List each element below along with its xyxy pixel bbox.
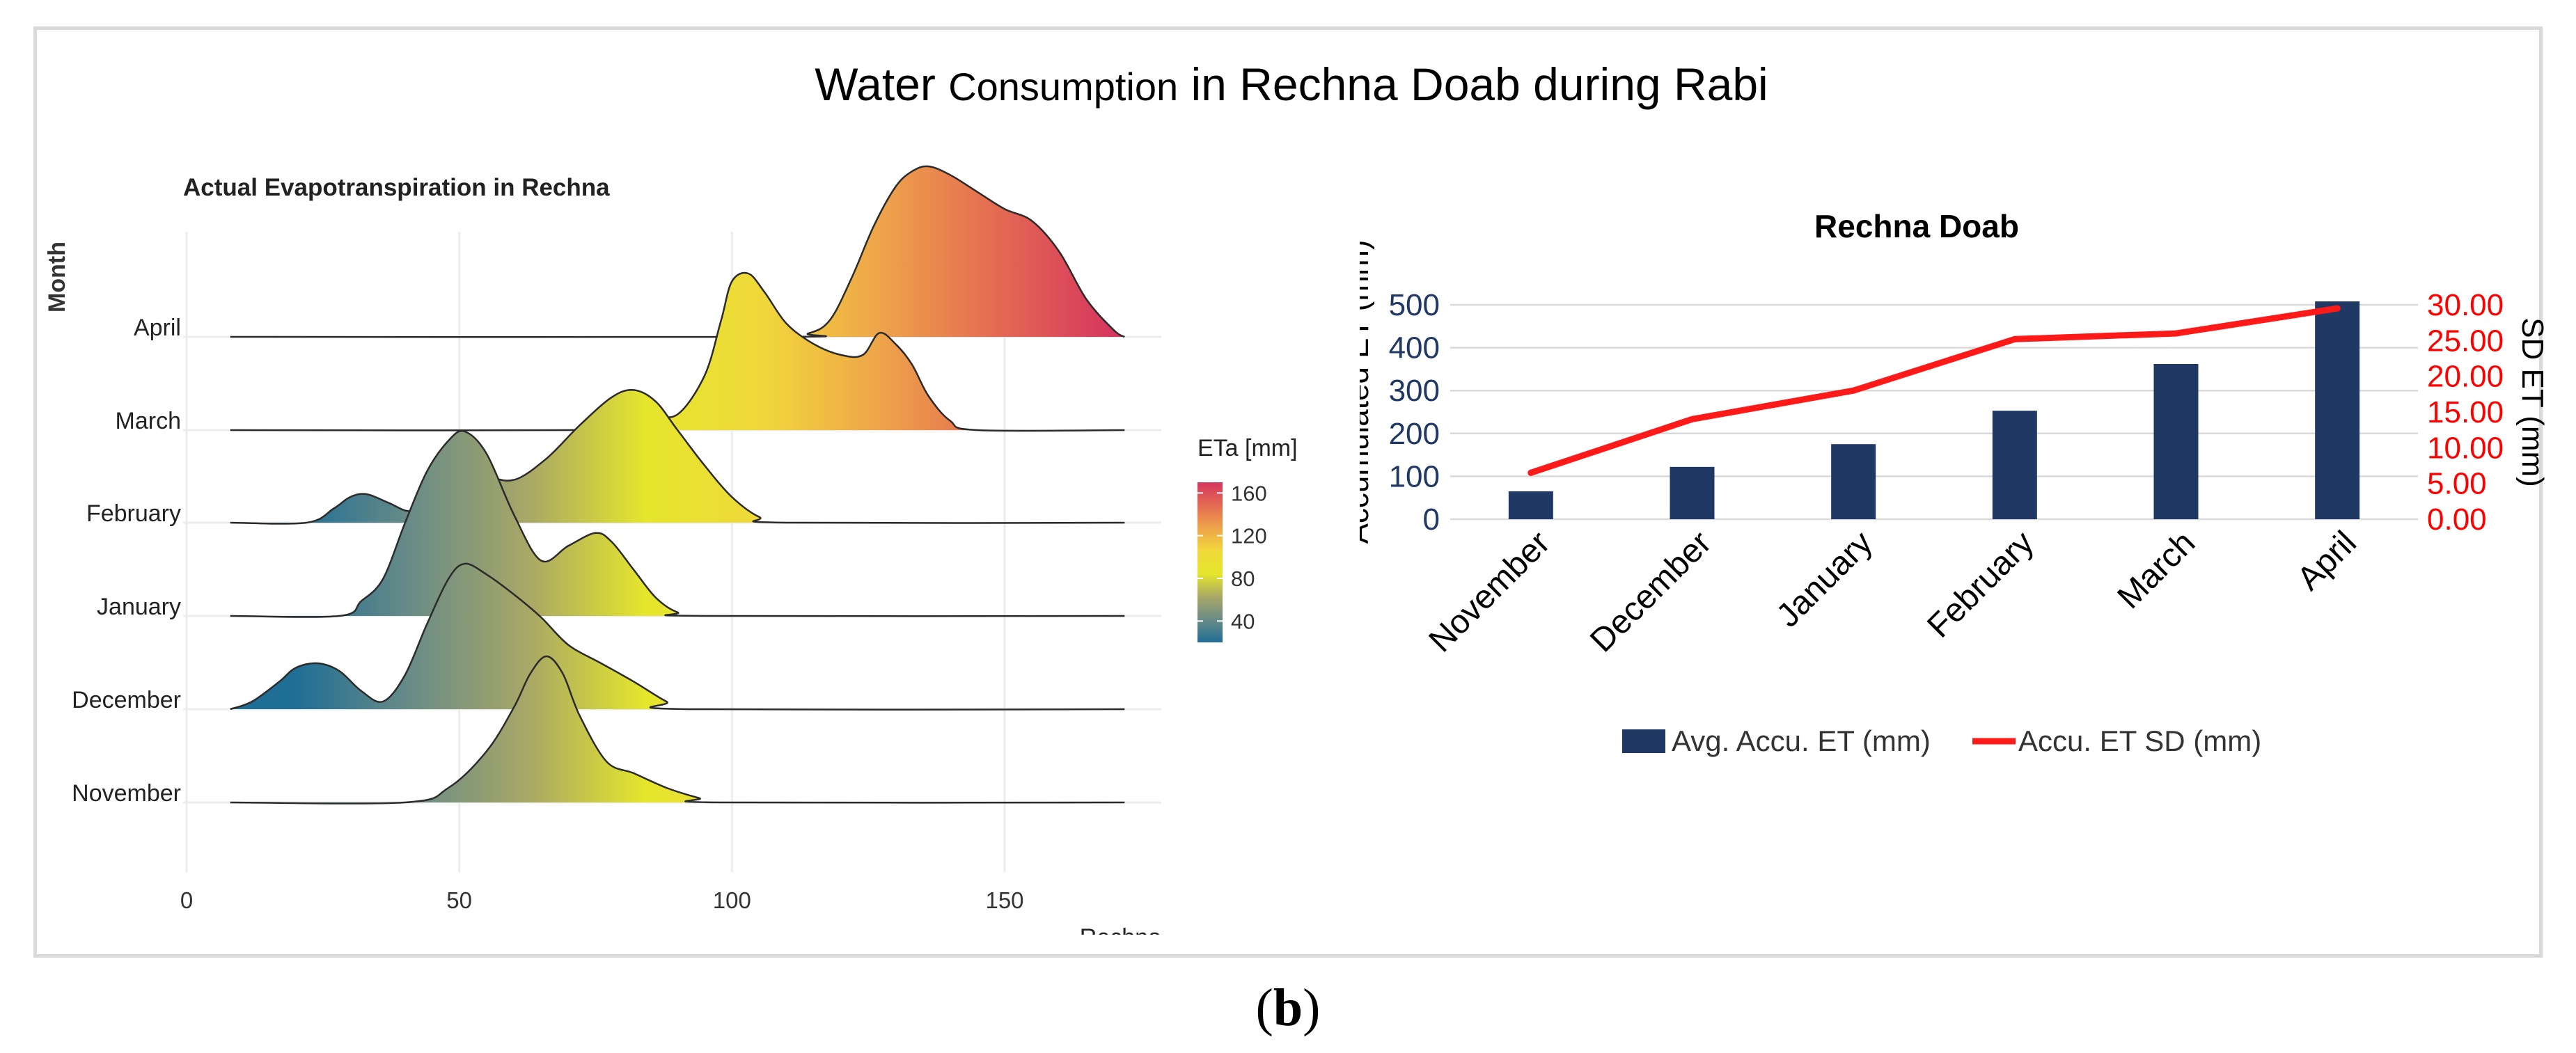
ridge-xtick-label: 0 bbox=[180, 887, 193, 913]
ridge-month-label-january: January bbox=[97, 594, 181, 620]
bar-march bbox=[2153, 364, 2199, 519]
bar-ylabel: Accumulated ET (mm) bbox=[1360, 240, 1375, 544]
ridge-month-label-february: February bbox=[86, 500, 181, 527]
sd-point-march bbox=[2173, 330, 2179, 337]
figure-caption: (b) bbox=[0, 978, 2576, 1038]
legend-label-line: Accu. ET SD (mm) bbox=[2018, 725, 2261, 757]
bar-november bbox=[1508, 491, 1553, 519]
main-title-part1: Water bbox=[815, 58, 936, 110]
bar-ytick-label: 500 bbox=[1389, 288, 1440, 322]
ridge-outline-december bbox=[230, 562, 1125, 711]
bar-y2tick-label: 25.00 bbox=[2427, 324, 2504, 358]
legend-colorbar bbox=[1197, 482, 1223, 642]
legend-tick-label: 120 bbox=[1231, 524, 1267, 548]
bar-y2tick-label: 10.00 bbox=[2427, 431, 2504, 465]
sd-point-january bbox=[1850, 387, 1857, 394]
bar-title: Rechna Doab bbox=[1814, 208, 2019, 244]
bar-y2tick-label: 15.00 bbox=[2427, 395, 2504, 429]
ridge-month-label-december: December bbox=[72, 687, 181, 713]
bar-ytick-label: 400 bbox=[1389, 331, 1440, 365]
ridge-outline-february bbox=[230, 388, 1125, 525]
figure-frame: Water Consumption in Rechna Doab during … bbox=[33, 26, 2546, 958]
legend-tick-label: 80 bbox=[1231, 567, 1255, 591]
bar-xtick-label-january: January bbox=[1770, 524, 1880, 634]
bar-line-chart: Rechna Doab 0 100 200 300 400 500 0.005.0010.… bbox=[1360, 208, 2546, 757]
main-title-part2: Consumption bbox=[948, 65, 1179, 109]
bar-y2tick-label: 0.00 bbox=[2427, 502, 2487, 537]
ridge-ylabel: Month bbox=[44, 242, 70, 312]
ridge-outline-january bbox=[230, 430, 1125, 618]
bar-february bbox=[1992, 411, 2037, 519]
legend-swatch-bars bbox=[1622, 729, 1665, 753]
main-title-part3: in Rechna Doab during Rabi bbox=[1191, 58, 1768, 110]
eta-legend: ETa [mm] 160 120 80 40 bbox=[1197, 435, 1298, 642]
ridge-density-february bbox=[230, 390, 1125, 524]
sd-point-april bbox=[2334, 305, 2341, 312]
ridge-month-label-march: March bbox=[116, 408, 181, 434]
bar-ytick-label: 300 bbox=[1389, 374, 1440, 408]
ridge-outline-november bbox=[230, 655, 1125, 805]
bar-december bbox=[1670, 466, 1715, 519]
legend-label-bars: Avg. Accu. ET (mm) bbox=[1672, 725, 1931, 757]
sd-point-december bbox=[1689, 415, 1695, 422]
ridge-title: Actual Evapotranspiration in Rechna bbox=[183, 174, 610, 201]
ridge-density-april bbox=[230, 166, 1125, 338]
caption-open: ( bbox=[1255, 979, 1273, 1037]
legend-tick-label: 160 bbox=[1231, 481, 1267, 505]
ridge-xtick-label: 150 bbox=[985, 887, 1023, 913]
caption-letter: b bbox=[1273, 979, 1303, 1037]
legend-tick-label: 40 bbox=[1231, 609, 1255, 633]
bar-april bbox=[2315, 301, 2360, 519]
bar-y2label: SD ET (mm) bbox=[2515, 317, 2546, 487]
ridge-xlabel: Rechna bbox=[1080, 924, 1161, 935]
ridge-density-december bbox=[230, 563, 1125, 710]
bar-ytick-label: 200 bbox=[1389, 417, 1440, 451]
bar-xtick-label-december: December bbox=[1583, 524, 1718, 659]
legend-title: ETa [mm] bbox=[1197, 435, 1298, 461]
ridge-density-november bbox=[230, 656, 1125, 804]
ridgeline-chart: November December January February March Apri… bbox=[44, 165, 1298, 935]
sd-point-february bbox=[2011, 335, 2018, 342]
bar-y2tick-label: 20.00 bbox=[2427, 360, 2504, 394]
main-title: Water Consumption in Rechna Doab during … bbox=[37, 58, 2546, 111]
sd-line bbox=[1527, 305, 2341, 476]
bar-xtick-label-april: April bbox=[2291, 524, 2364, 597]
bar-xtick-label-november: November bbox=[1422, 524, 1557, 659]
bar-ytick-label: 100 bbox=[1389, 459, 1440, 493]
bar-january bbox=[1831, 444, 1876, 519]
bar-chart-legend: Avg. Accu. ET (mm) Accu. ET SD (mm) bbox=[1622, 725, 2261, 757]
bar-y2tick-label: 5.00 bbox=[2427, 467, 2487, 501]
ridge-density-march bbox=[230, 273, 1125, 432]
ridge-month-label-april: April bbox=[134, 315, 181, 341]
bar-ytick-label: 0 bbox=[1423, 502, 1440, 537]
sd-point-november bbox=[1527, 469, 1534, 476]
ridge-xtick-label: 50 bbox=[446, 887, 472, 913]
ridge-xtick-label: 100 bbox=[713, 887, 751, 913]
caption-close: ) bbox=[1303, 979, 1321, 1037]
bar-y2tick-label: 30.00 bbox=[2427, 288, 2504, 322]
ridge-month-label-november: November bbox=[72, 780, 181, 807]
bar-xtick-label-february: February bbox=[1920, 524, 2041, 644]
bar-xtick-label-march: March bbox=[2111, 524, 2203, 616]
